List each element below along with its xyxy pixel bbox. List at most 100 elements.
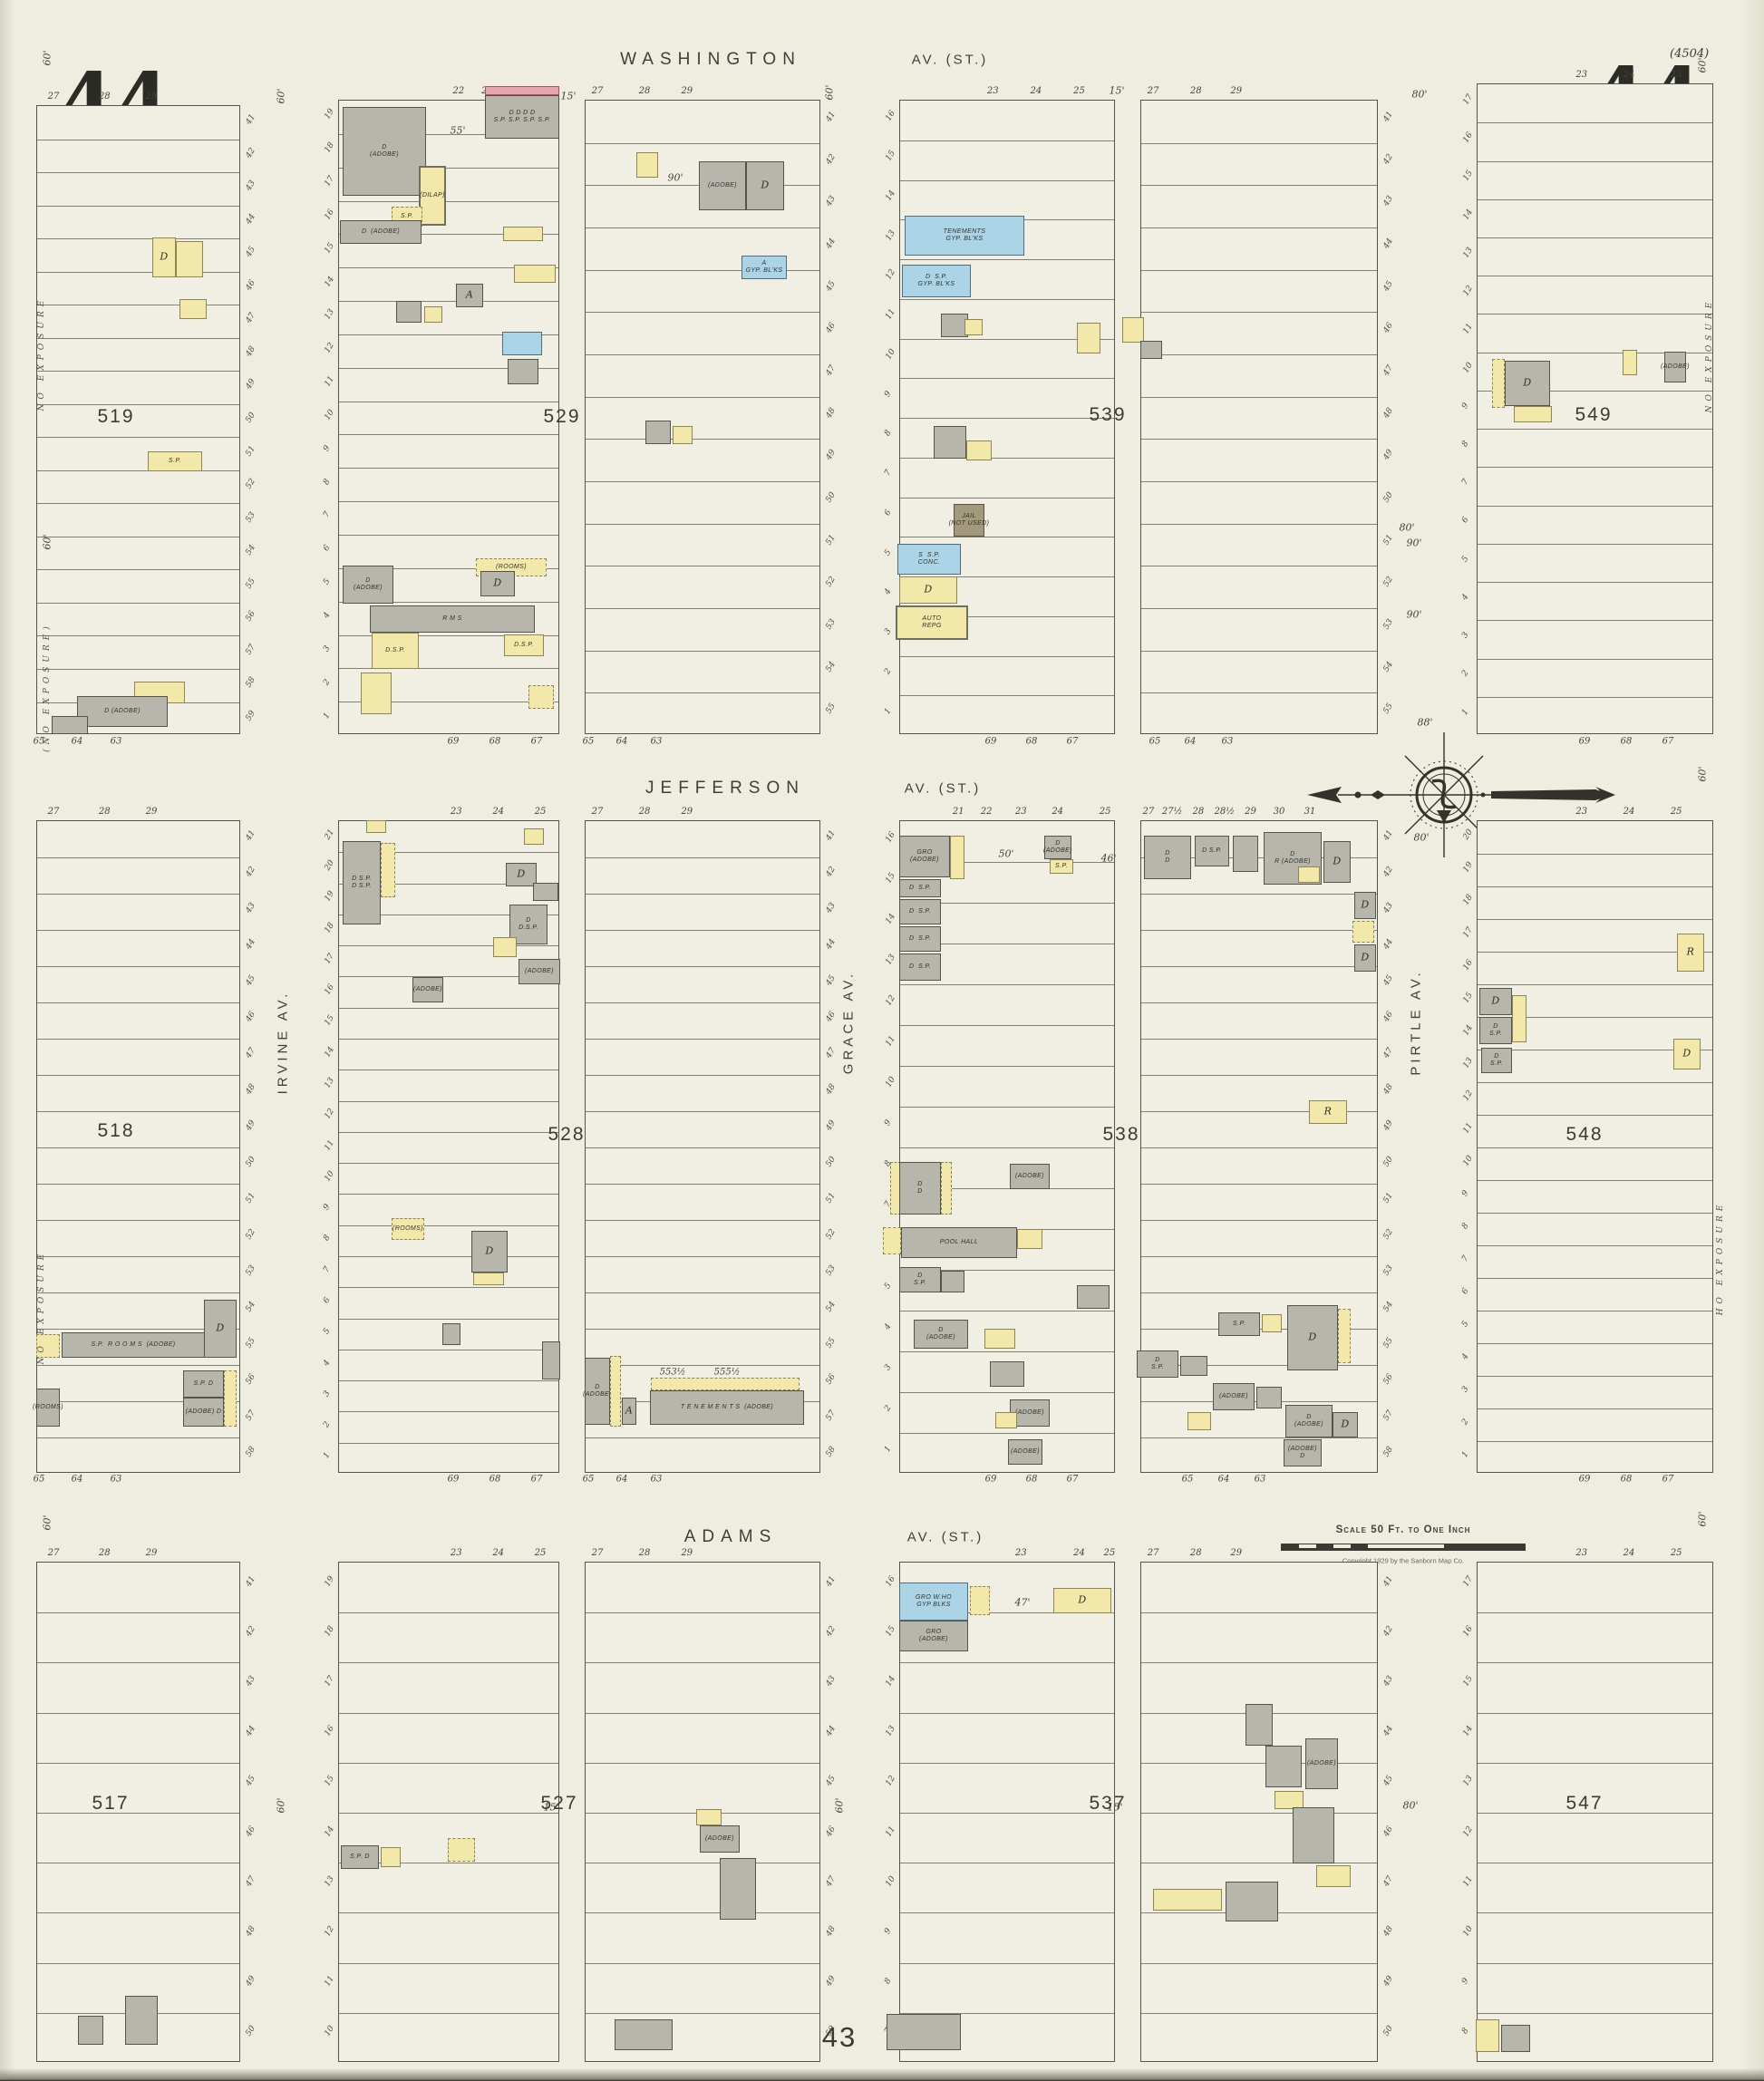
lot-line [586, 1002, 819, 1003]
lot-line [586, 142, 819, 144]
lot-number: 15 [323, 1013, 337, 1028]
lot-number: 18 [323, 140, 337, 155]
building-label: D [485, 1244, 494, 1257]
building-label: S.P. [1055, 862, 1068, 869]
lot-number: 55 [1381, 1336, 1396, 1350]
lot-number: 25 [1670, 807, 1682, 817]
dimension-label: 47' [1014, 1596, 1031, 1609]
building: D [1354, 892, 1376, 919]
scale-copyright: Copyright 1929 by the Sanborn Map Co. [1342, 1556, 1465, 1565]
building-label: T E N E M E N T S (ADOBE) [680, 1403, 774, 1410]
building [610, 1356, 621, 1427]
building: D D D D S.P. S.P. S.P. S.P. [485, 95, 559, 139]
lot-line [586, 608, 819, 609]
lot-number: 16 [323, 208, 337, 222]
lot-number: 54 [1381, 660, 1396, 674]
block-number: 548 [1565, 1124, 1604, 1145]
lot-number: 14 [884, 189, 898, 203]
dimension-label: 15' [560, 90, 577, 102]
lot-line [1478, 582, 1712, 584]
lot-line [1478, 1441, 1712, 1442]
building-label: JAIL (NOT USED) [948, 512, 990, 527]
building-label: A [625, 1404, 634, 1417]
lot-line [339, 334, 558, 335]
lot-number: 16 [884, 1573, 898, 1589]
lot-line [339, 1712, 558, 1714]
lot-number: 50 [824, 1155, 838, 1169]
lot-line [1478, 1612, 1712, 1614]
lot-line [1141, 1612, 1377, 1614]
lot-number: 46 [244, 1824, 258, 1839]
lot-number: 24 [1623, 70, 1635, 80]
building-label: S S.P. CONC. [917, 551, 941, 566]
lot-number: 56 [1381, 1372, 1396, 1387]
lot-line [1141, 185, 1377, 187]
lot-line [37, 437, 239, 439]
lot-number: 6 [1460, 1287, 1471, 1297]
building: D [1505, 361, 1550, 406]
building [966, 440, 992, 460]
building: R [1677, 934, 1704, 972]
building-label: S.P. [401, 212, 413, 219]
lot-line [900, 1712, 1114, 1714]
lot-line [1478, 854, 1712, 855]
lot-number: 15 [884, 149, 898, 163]
lot-number: 23 [450, 807, 462, 817]
building [36, 1334, 60, 1358]
lot-number: 8 [883, 1977, 894, 1987]
building: D (ADOBE) [340, 220, 422, 244]
lot-line [1478, 314, 1712, 315]
lot-number: 29 [681, 1548, 693, 1558]
building: GRO (ADOBE) [899, 836, 950, 877]
lot-line [586, 930, 819, 931]
building: (ADOBE) [1305, 1738, 1338, 1789]
building [1338, 1309, 1351, 1363]
lot-line [900, 1311, 1114, 1312]
building-label: (ADOBE) [1661, 363, 1690, 370]
lot-number: 65 [582, 736, 595, 747]
lot-number: 13 [884, 953, 898, 967]
building-label: (ROOMS) [496, 563, 527, 570]
lot-line [1478, 1245, 1712, 1246]
lot-line [1141, 269, 1377, 271]
lot-number: 52 [824, 1227, 838, 1242]
lot-number: 13 [884, 227, 898, 243]
lot-line [1141, 1256, 1377, 1257]
dimension-label: 60' [823, 84, 836, 101]
lot-line [586, 1662, 819, 1664]
lot-number: 65 [1181, 1474, 1194, 1485]
building [1492, 359, 1505, 408]
lot-number: 12 [1461, 1089, 1476, 1103]
building: (ROOMS) [392, 1218, 424, 1240]
building-label: GRO W.HO GYP BLKS [916, 1593, 952, 1608]
lot-line [900, 259, 1114, 260]
building [1187, 1412, 1211, 1430]
map-block: 41 42 43 44 45 46 47 48 49 50 27 28 29 [36, 1548, 257, 2062]
lot-number: 14 [884, 912, 898, 926]
lot-number: 3 [883, 626, 894, 637]
lot-line [1141, 1075, 1377, 1076]
lot-number: 42 [244, 865, 258, 879]
lot-line [586, 1075, 819, 1076]
building-label: D S.P. [1489, 1022, 1502, 1037]
lot-line [339, 852, 558, 854]
building: D [204, 1300, 237, 1358]
building [696, 1809, 722, 1825]
lot-line [1478, 467, 1712, 469]
building: (ADOBE) [412, 977, 443, 1002]
building-label: A GYP. BL'KS [745, 259, 783, 274]
lot-line [339, 1662, 558, 1664]
lot-number: 64 [615, 1474, 628, 1485]
building-label: (ADOBE) [708, 181, 737, 189]
building: D [899, 576, 957, 604]
lot-line [900, 1813, 1114, 1814]
lot-number: 4 [322, 1358, 333, 1368]
building-label: S.P. [1233, 1320, 1245, 1327]
lot-line [900, 576, 1114, 577]
lot-line [37, 403, 239, 405]
building-label: S.P. [169, 457, 181, 464]
lot-number: 41 [1381, 110, 1396, 124]
lot-number: 12 [884, 993, 898, 1008]
lot-number: 2 [883, 666, 894, 676]
lot-number: 23 [1575, 807, 1588, 817]
